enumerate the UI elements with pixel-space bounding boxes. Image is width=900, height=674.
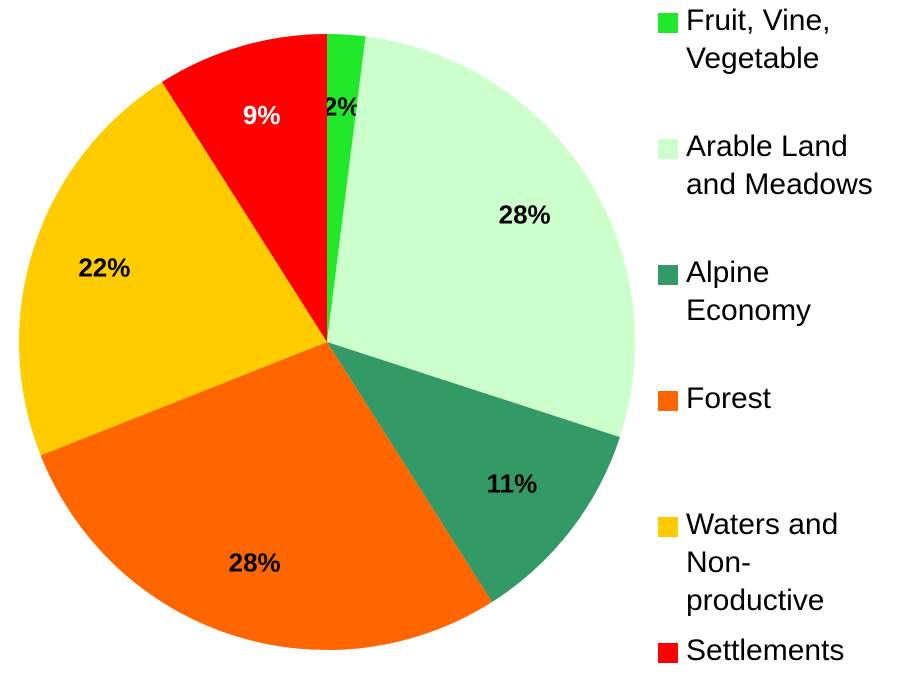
pie-slice (18, 81, 327, 456)
pie-slice (327, 36, 635, 438)
legend-swatch (658, 13, 678, 33)
legend-entry: Forest (658, 380, 890, 418)
legend-label: Arable Land and Meadows (686, 130, 873, 201)
legend-swatch (658, 643, 678, 663)
legend-entry: Settlements (658, 632, 890, 670)
pie-slice (327, 342, 620, 603)
legend-swatch (658, 391, 678, 411)
pie-slice (161, 34, 327, 342)
legend-swatch (658, 139, 678, 159)
legend-label: Waters and Non-productive (686, 508, 839, 617)
data-label: 28% (229, 547, 281, 577)
pie-slice (40, 342, 493, 650)
legend-swatch (658, 517, 678, 537)
pie-slice (327, 34, 366, 342)
legend-label: Fruit, Vine, Vegetable (686, 4, 831, 75)
legend-entry: Alpine Economy (658, 254, 890, 330)
legend-label: Alpine Economy (686, 256, 812, 327)
legend-entry: Fruit, Vine, Vegetable (658, 2, 890, 78)
legend-swatch (658, 265, 678, 285)
data-label: 11% (487, 468, 538, 498)
legend-label: Forest (686, 382, 772, 415)
legend-entry: Arable Land and Meadows (658, 128, 890, 204)
data-label: 22% (78, 253, 130, 283)
legend-entry: Waters and Non-productive (658, 506, 890, 620)
legend-label: Settlements (686, 634, 845, 667)
data-label: 2% (323, 91, 361, 121)
data-label: 28% (499, 199, 551, 229)
data-label: 9% (243, 100, 281, 130)
